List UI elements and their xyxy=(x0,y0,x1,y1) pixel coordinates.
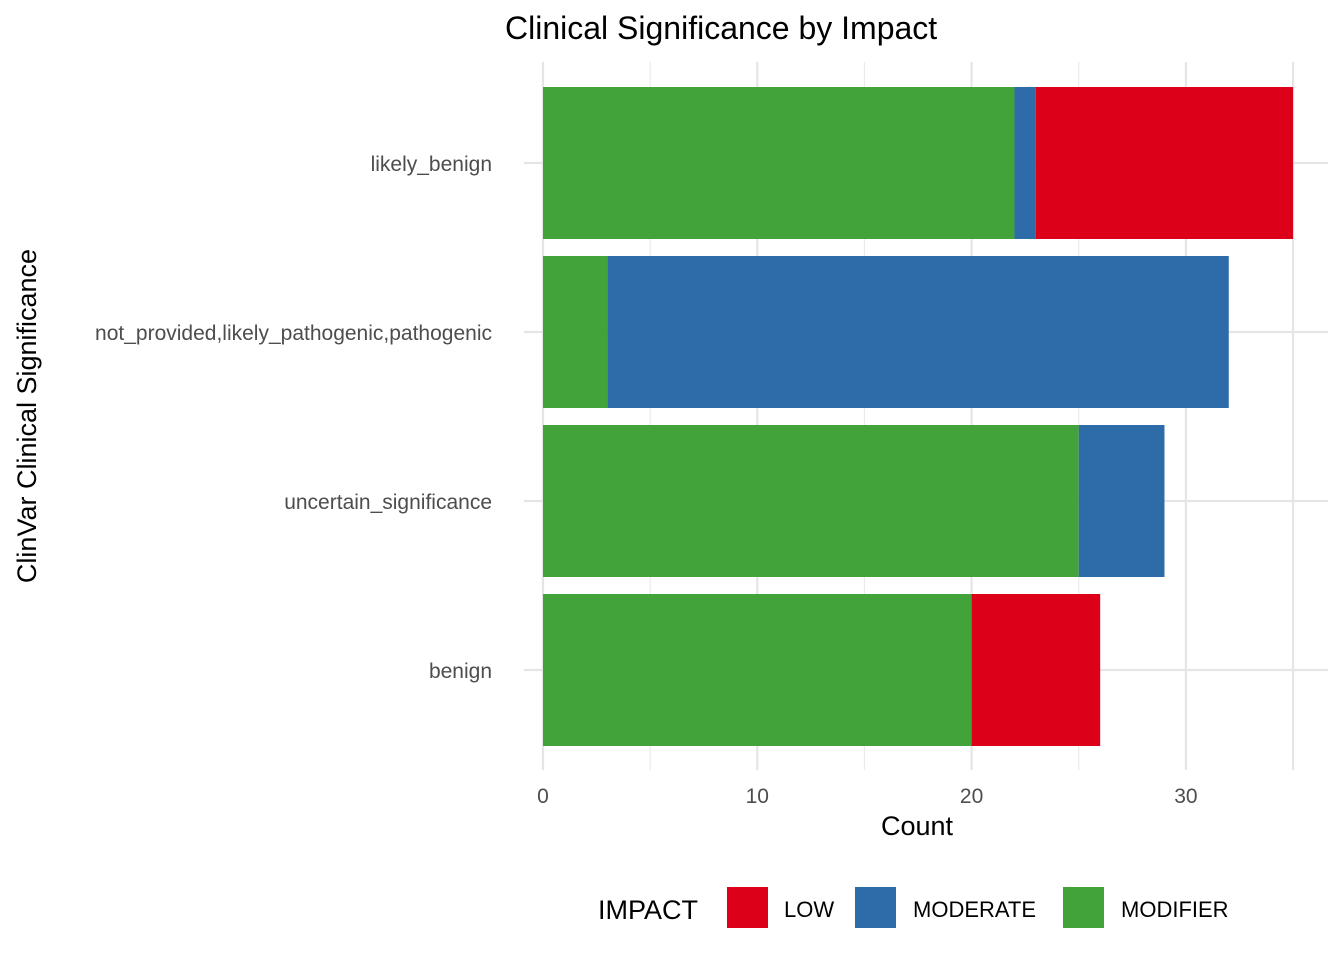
bar-moderate xyxy=(607,256,1229,408)
y-axis-title: ClinVar Clinical Significance xyxy=(12,249,42,583)
bar-moderate xyxy=(1078,425,1165,577)
bar-modifier xyxy=(543,256,608,408)
x-tick-label: 20 xyxy=(960,785,983,808)
bars xyxy=(543,87,1294,746)
bar-low xyxy=(1035,87,1294,239)
legend-key-low xyxy=(727,887,768,928)
y-tick-label: uncertain_significance xyxy=(284,491,492,514)
legend-key-modifier xyxy=(1063,887,1104,928)
bar-modifier xyxy=(543,594,972,746)
x-tick-label: 10 xyxy=(746,785,769,808)
x-axis-ticks: 0 10 20 30 xyxy=(537,785,1197,808)
bar-modifier xyxy=(543,425,1079,577)
legend-label-low: LOW xyxy=(784,897,834,922)
x-axis-title: Count xyxy=(881,811,954,841)
legend-label-modifier: MODIFIER xyxy=(1121,897,1229,922)
bar-moderate xyxy=(1014,87,1036,239)
bar-modifier xyxy=(543,87,1015,239)
x-tick-label: 30 xyxy=(1174,785,1197,808)
x-tick-label: 0 xyxy=(537,785,549,808)
y-tick-label: likely_benign xyxy=(371,153,492,176)
y-axis-ticks: likely_benign not_provided,likely_pathoge… xyxy=(95,153,492,683)
legend: IMPACT LOW MODERATE MODIFIER xyxy=(598,887,1229,928)
legend-key-moderate xyxy=(855,887,896,928)
y-tick-label: not_provided,likely_pathogenic,pathogeni… xyxy=(95,322,492,345)
legend-label-moderate: MODERATE xyxy=(913,897,1036,922)
bar-low xyxy=(971,594,1101,746)
legend-title: IMPACT xyxy=(598,895,698,925)
chart-title: Clinical Significance by Impact xyxy=(505,10,937,46)
y-tick-label: benign xyxy=(429,660,492,683)
